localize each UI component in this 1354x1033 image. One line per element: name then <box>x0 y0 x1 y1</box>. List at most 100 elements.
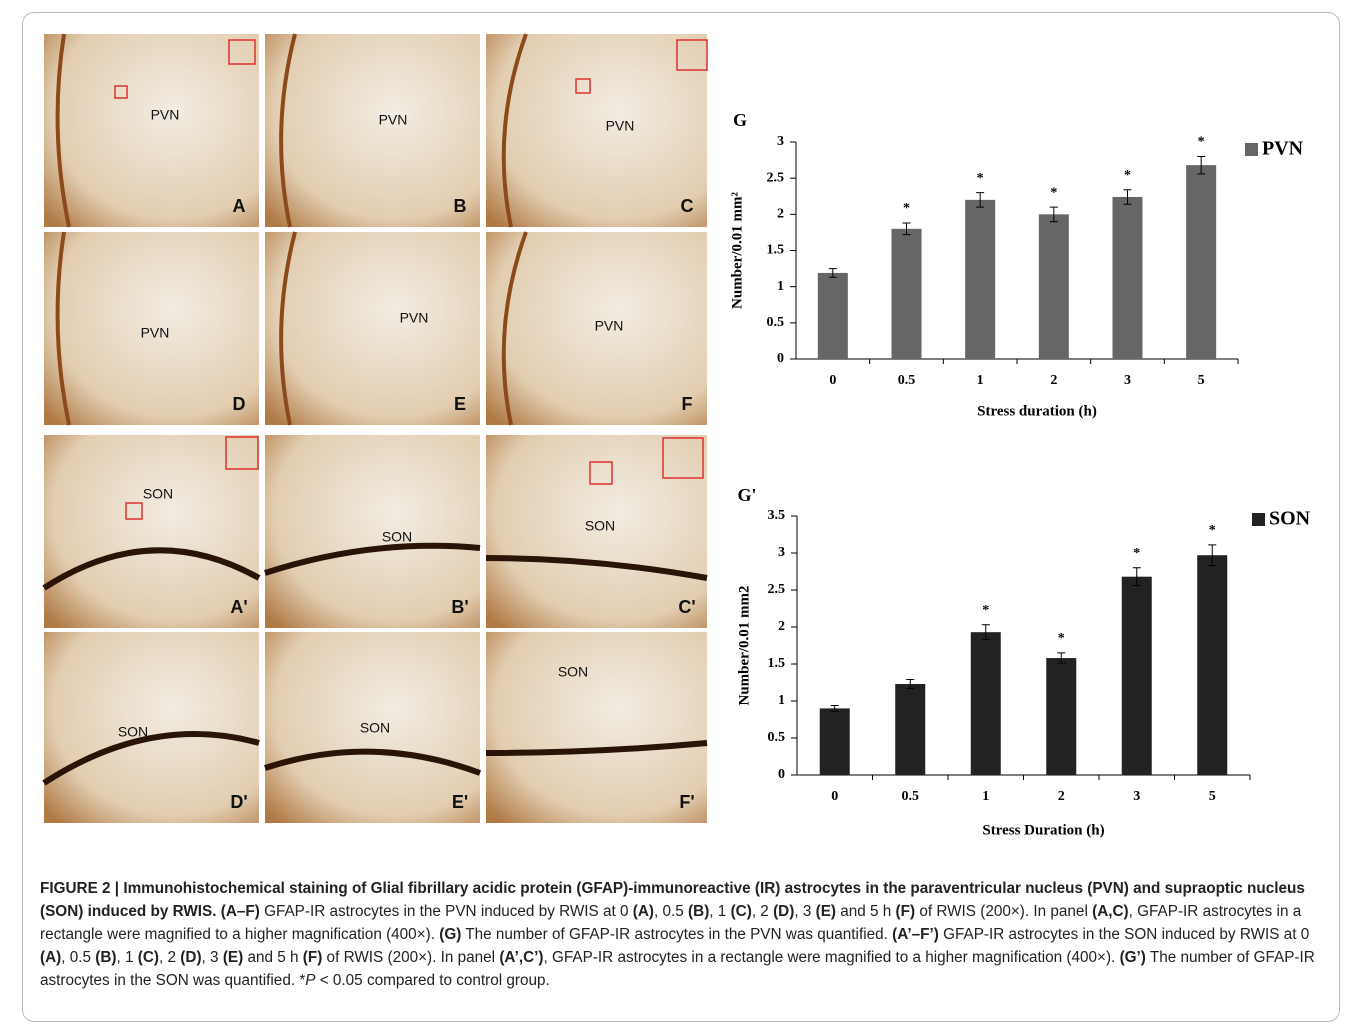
region-label: SON <box>585 518 615 534</box>
panel-label: F <box>682 394 693 414</box>
x-tick-label: 0 <box>831 789 838 804</box>
y-tick-label: 2 <box>778 619 785 634</box>
significance-mark: * <box>1209 523 1216 538</box>
y-axis-label: Number/0.01 mm² <box>729 192 745 309</box>
micrograph <box>44 34 259 227</box>
x-axis-label: Stress duration (h) <box>977 403 1097 419</box>
region-label: PVN <box>151 107 180 123</box>
caption-segment: (A) <box>40 949 61 966</box>
caption-segment: GFAP-IR astrocytes in the SON induced by… <box>939 926 1309 943</box>
caption-segment: < 0.05 compared to control group. <box>315 972 549 989</box>
bar <box>1046 658 1076 775</box>
figure-caption: FIGURE 2 | Immunohistochemical staining … <box>40 877 1325 992</box>
caption-segment: of RWIS (200×). In panel <box>915 903 1092 920</box>
micrograph <box>265 232 480 425</box>
x-tick-label: 0.5 <box>902 789 920 804</box>
y-tick-label: 1.5 <box>767 243 785 258</box>
caption-segment: , 2 <box>752 903 773 920</box>
y-tick-label: 3.5 <box>768 508 786 523</box>
bar <box>1186 165 1216 359</box>
y-tick-label: 1.5 <box>768 656 786 671</box>
caption-segment: (E) <box>816 903 836 920</box>
panel-label: D' <box>230 792 247 812</box>
y-tick-label: 1 <box>777 279 784 294</box>
x-tick-label: 2 <box>1058 789 1065 804</box>
caption-segment: , 3 <box>794 903 815 920</box>
bar <box>818 273 848 359</box>
bar <box>1039 214 1069 359</box>
caption-segment: (C) <box>138 949 159 966</box>
caption-segment: (C) <box>731 903 752 920</box>
caption-segment: , 1 <box>709 903 730 920</box>
region-label: SON <box>558 664 588 680</box>
panel-label: E' <box>452 792 468 812</box>
caption-segment: (A,C) <box>1092 903 1129 920</box>
x-tick-label: 5 <box>1198 373 1205 388</box>
micrograph <box>265 435 480 628</box>
region-label: PVN <box>141 325 170 341</box>
x-axis-label: Stress Duration (h) <box>982 822 1104 838</box>
micrograph <box>44 632 259 823</box>
panel-label: F' <box>679 792 694 812</box>
panel-label: E <box>454 394 466 414</box>
region-label: PVN <box>606 118 635 134</box>
caption-segment: (A’,C’) <box>499 949 543 966</box>
y-tick-label: 0.5 <box>767 315 785 330</box>
legend-label: PVN <box>1262 138 1304 160</box>
caption-segment: (B) <box>95 949 116 966</box>
caption-segment: GFAP-IR astrocytes in the PVN induced by… <box>260 903 633 920</box>
caption-segment: of RWIS (200×). In panel <box>322 949 499 966</box>
micrograph <box>486 34 707 227</box>
caption-segment: (A) <box>633 903 654 920</box>
caption-segment: P <box>305 972 315 989</box>
caption-segment: (G’) <box>1120 949 1146 966</box>
x-tick-label: 1 <box>982 789 989 804</box>
y-tick-label: 1 <box>778 693 785 708</box>
caption-segment: (F) <box>303 949 323 966</box>
caption-segment: (E) <box>223 949 243 966</box>
y-tick-label: 3 <box>777 134 784 149</box>
region-label: PVN <box>400 310 429 326</box>
caption-segment: , 0.5 <box>654 903 688 920</box>
panel-label: A' <box>230 597 247 617</box>
x-tick-label: 3 <box>1133 789 1140 804</box>
legend-swatch <box>1245 143 1258 156</box>
bar <box>892 229 922 359</box>
significance-mark: * <box>1058 631 1065 646</box>
bar <box>965 200 995 359</box>
panel-label: C <box>681 196 694 216</box>
y-tick-label: 0.5 <box>768 730 786 745</box>
caption-segment: , 0.5 <box>61 949 95 966</box>
panel-label: C' <box>678 597 695 617</box>
caption-segment: (F) <box>896 903 916 920</box>
significance-mark: * <box>982 603 989 618</box>
panel-label: D <box>233 394 246 414</box>
region-label: SON <box>360 720 390 736</box>
caption-segment: and 5 h <box>836 903 896 920</box>
caption-segment: , 2 <box>159 949 180 966</box>
significance-mark: * <box>1133 546 1140 561</box>
panel-label: A <box>233 196 246 216</box>
caption-segment: and 5 h <box>243 949 303 966</box>
region-label: SON <box>143 486 173 502</box>
x-tick-label: 0.5 <box>898 373 916 388</box>
caption-segment: (D) <box>180 949 201 966</box>
region-label: PVN <box>379 112 408 128</box>
caption-segment: (D) <box>773 903 794 920</box>
x-tick-label: 0 <box>829 373 836 388</box>
y-tick-label: 2.5 <box>767 170 785 185</box>
region-label: SON <box>118 724 148 740</box>
significance-mark: * <box>1050 185 1057 200</box>
bar <box>895 684 925 775</box>
caption-segment: The number of GFAP-IR astrocytes in the … <box>461 926 892 943</box>
y-tick-label: 2 <box>777 207 784 222</box>
chart-title: G' <box>737 485 756 505</box>
caption-segment: (A’–F’) <box>892 926 939 943</box>
micrograph <box>486 632 707 823</box>
bar <box>1197 555 1227 775</box>
significance-mark: * <box>1198 135 1205 150</box>
bar <box>1113 197 1143 359</box>
caption-segment: (G) <box>439 926 461 943</box>
y-axis-label: Number/0.01 mm2 <box>736 586 752 706</box>
y-tick-label: 0 <box>777 351 784 366</box>
